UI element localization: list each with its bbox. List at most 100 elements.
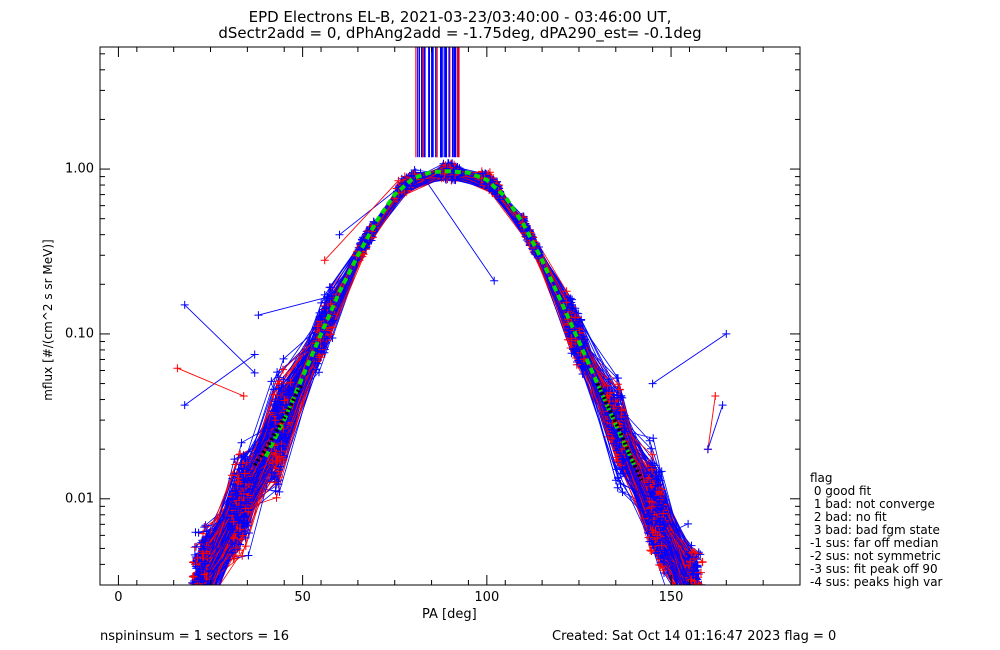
data-point-marker [230,534,239,543]
y-axis-label: mflux [#/(cm^2 s sr MeV)] [41,239,55,401]
trace-line [205,170,696,585]
data-traces [173,47,731,585]
data-point-marker [650,486,659,495]
data-point-marker [659,566,667,575]
data-point-marker [655,560,664,569]
data-point-marker [226,501,235,509]
data-point-marker [230,455,239,464]
data-point-marker [311,365,320,374]
trace-line [199,173,698,574]
data-point-marker [228,539,237,548]
trace-line [198,169,694,585]
data-point-marker [279,365,287,374]
data-point-marker [281,433,290,442]
data-point-marker [612,453,621,462]
data-point-marker [173,364,182,373]
data-point-marker [202,532,211,541]
data-point-marker [616,480,625,488]
data-point-marker [407,171,416,180]
data-point-marker [203,533,212,542]
data-point-marker [254,311,263,320]
data-point-marker [276,448,285,457]
trace-line [201,171,692,585]
data-point-marker [237,535,246,544]
data-point-marker [235,496,243,505]
data-point-marker [570,344,579,353]
data-point-marker [616,392,625,401]
data-point-marker [250,368,259,377]
data-point-marker [202,580,211,585]
data-point-marker [269,390,278,399]
legend-item: -4 sus: peaks high var [810,575,943,589]
trace-line [201,173,695,585]
data-point-marker [271,486,280,495]
data-point-marker [649,540,657,549]
data-point-marker [656,554,665,563]
data-point-marker [661,551,670,559]
data-point-marker [238,531,247,540]
data-point-marker [234,528,243,537]
data-point-marker [326,283,335,292]
data-point-marker [359,250,368,259]
data-point-marker [604,375,613,384]
outlier-trace [258,295,333,316]
data-point-marker [325,299,334,307]
data-point-marker [244,529,253,537]
data-point-marker [269,472,278,481]
data-point-marker [652,503,661,512]
data-point-marker [244,551,253,560]
fit-dotted-line [595,382,644,481]
data-point-marker [682,565,691,574]
data-point-marker [562,287,571,296]
data-point-marker [286,378,295,387]
data-point-marker [578,362,587,371]
outlier-trace [184,354,255,406]
data-point-marker [270,406,279,415]
data-point-marker [619,469,628,478]
data-point-marker [271,416,280,425]
data-point-marker [648,512,657,521]
data-point-marker [274,467,283,476]
data-point-marker [696,550,705,559]
data-point-marker [274,480,283,489]
data-point-marker [562,298,571,307]
data-point-marker [273,368,282,377]
data-point-marker [320,290,329,299]
trace-line [205,170,703,571]
outlier-trace [420,172,495,282]
data-point-marker [694,579,703,585]
data-point-marker [200,523,209,532]
data-point-marker [607,423,616,432]
trace-line [193,175,685,585]
trace-line [197,162,694,568]
legend-item: 3 bad: bad fgm state [810,523,940,537]
data-point-marker [657,541,666,550]
data-point-marker [237,453,246,462]
trace-line [204,170,697,585]
trace-line [200,167,698,567]
data-point-marker [648,526,657,534]
trace-line [200,177,699,583]
data-point-marker [490,276,499,285]
data-point-marker [191,528,200,537]
legend-header: flag [810,471,833,485]
data-point-marker [277,387,286,396]
data-point-marker [698,558,707,567]
data-point-marker [578,370,587,378]
data-point-marker [317,312,326,321]
data-point-marker [282,400,291,409]
data-point-marker [655,497,664,505]
legend-item: -1 sus: far off median [810,536,939,550]
data-point-marker [659,558,668,567]
x-tick-label: 150 [658,590,684,605]
data-point-marker [649,539,658,548]
data-point-marker [240,482,249,491]
trace-line [200,170,699,578]
data-point-marker [687,576,696,585]
data-point-marker [236,450,245,459]
legend-item: 1 bad: not converge [810,497,935,511]
trace-line [203,164,695,585]
data-point-marker [192,560,201,569]
data-point-marker [250,350,259,359]
trace-line [202,172,698,585]
